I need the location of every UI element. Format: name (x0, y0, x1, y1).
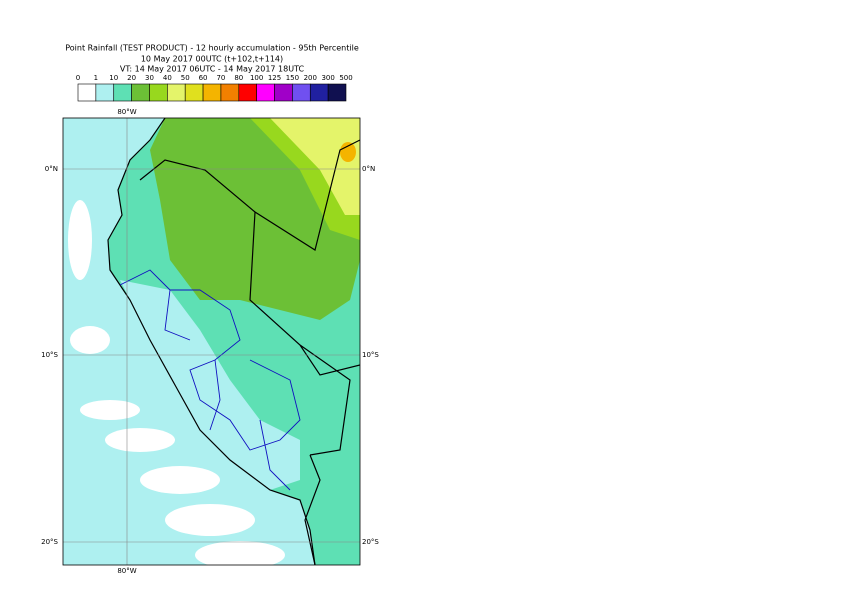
lat-label: 10°S (41, 351, 58, 359)
legend-swatch (274, 83, 293, 102)
map-frame (62, 117, 361, 566)
legend-swatch (238, 83, 257, 102)
peak (340, 142, 356, 162)
lat-label: 0°N (45, 165, 58, 173)
legend-label: 200 (304, 74, 317, 82)
title-line: VT: 14 May 2017 06UTC - 14 May 2017 18UT… (120, 65, 305, 74)
title-line: Point Rainfall (TEST PRODUCT) - 12 hourl… (65, 44, 359, 53)
legend-label: 60 (199, 74, 208, 82)
regions (119, 269, 301, 491)
legend-label: 50 (181, 74, 190, 82)
graticule (63, 118, 360, 565)
legend-swatch (95, 83, 115, 102)
legend-swatch (167, 83, 186, 102)
legend-swatch (256, 83, 275, 102)
lon-label: 80°W (117, 567, 136, 575)
legend-label: 150 (286, 74, 299, 82)
legend-label: 70 (216, 74, 225, 82)
legend-swatch (131, 83, 150, 102)
lon-label: 80°W (117, 108, 136, 116)
dry-patches (68, 200, 285, 565)
legend-swatch (309, 83, 329, 102)
lat-label: 20°S (362, 538, 379, 546)
legend-label: 30 (145, 74, 154, 82)
legend-label: 300 (321, 74, 334, 82)
legend-label: 80 (234, 74, 243, 82)
wettest-zone (270, 118, 360, 215)
lat-label: 0°N (362, 165, 375, 173)
title-line: 10 May 2017 00UTC (t+102,t+114) (141, 55, 283, 64)
coastal-low (120, 280, 300, 490)
legend-label: 500 (339, 74, 352, 82)
legend-swatch (113, 83, 132, 102)
legend-label: 10 (109, 74, 118, 82)
legend-label: 40 (163, 74, 172, 82)
legend-label: 20 (127, 74, 136, 82)
legend-swatch (184, 83, 204, 102)
legend-swatch (292, 83, 311, 102)
borders (139, 139, 360, 565)
map (63, 118, 360, 565)
legend-label: 0 (76, 74, 80, 82)
lat-label: 20°S (41, 538, 58, 546)
legend-swatch (202, 83, 222, 102)
coastline (107, 118, 316, 565)
legend-label: 1 (94, 74, 98, 82)
legend-label: 125 (268, 74, 281, 82)
legend-swatch (327, 83, 347, 102)
legend-swatch (77, 83, 97, 102)
legend: 0 1 10 20 30 40 50 60 70 80 100 125 150 200 300 500 (76, 74, 353, 102)
legend-label: 100 (250, 74, 263, 82)
lat-label: 10°S (362, 351, 379, 359)
legend-swatch (220, 83, 240, 102)
legend-swatch (149, 83, 168, 102)
